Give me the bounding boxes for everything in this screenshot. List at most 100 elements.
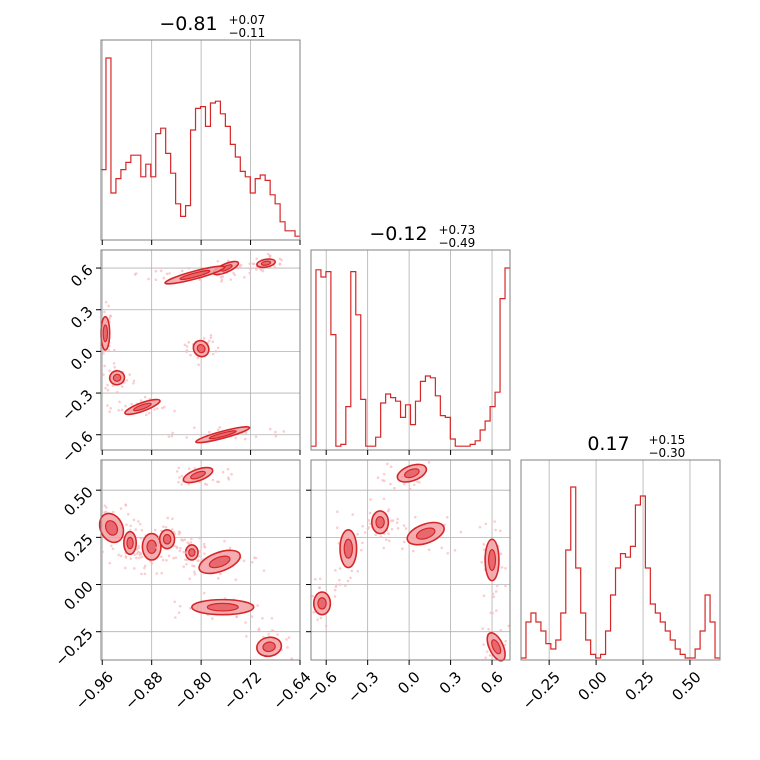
sample-point — [111, 547, 115, 551]
x-tick-label: −0.80 — [171, 668, 216, 713]
x-tick-label: −0.3 — [344, 668, 382, 706]
density-contour-core — [491, 639, 502, 655]
sample-point — [177, 532, 181, 536]
sample-point — [333, 595, 337, 598]
y-tick-label: 0.0 — [67, 344, 97, 374]
sample-point — [285, 638, 288, 641]
sample-point — [155, 407, 159, 410]
sample-point — [161, 406, 164, 410]
sample-point — [108, 369, 111, 373]
sample-point — [140, 555, 144, 559]
sample-point — [267, 632, 271, 636]
sample-point — [367, 519, 371, 522]
sample-point — [271, 629, 275, 632]
sample-point — [185, 345, 189, 348]
sample-point — [153, 408, 156, 411]
sample-point — [182, 565, 186, 568]
sample-point — [105, 506, 108, 509]
density-contour-core — [487, 549, 497, 571]
sample-point — [261, 269, 265, 273]
sample-point — [504, 566, 507, 570]
sample-point — [139, 537, 143, 540]
density-contour-core — [126, 536, 134, 550]
sample-point — [356, 569, 360, 573]
sample-point — [120, 408, 124, 412]
sample-point — [484, 522, 488, 526]
sample-point — [367, 526, 370, 529]
density-contour-core — [102, 324, 109, 343]
sample-point — [150, 562, 154, 565]
sample-point — [108, 410, 111, 414]
sample-point — [154, 269, 158, 273]
sample-point — [500, 566, 504, 569]
sample-point — [250, 615, 254, 618]
sample-point — [132, 518, 136, 522]
sample-point — [134, 528, 138, 531]
sample-point — [159, 269, 163, 273]
density-contour-core — [208, 430, 237, 440]
sample-point — [404, 527, 408, 530]
panel-1-0: −0.6 −0.3 0.0 0.3 0.6 — [58, 249, 301, 466]
sample-point — [153, 528, 157, 532]
sample-point — [178, 549, 182, 553]
sample-point — [208, 339, 211, 343]
sample-point — [226, 259, 230, 263]
sample-point — [162, 276, 166, 280]
sample-point — [175, 470, 179, 473]
sample-point — [211, 340, 215, 344]
sample-point — [102, 373, 105, 376]
sample-point — [257, 628, 261, 632]
sample-point — [220, 278, 224, 281]
sample-point — [209, 336, 213, 340]
sample-point — [389, 482, 392, 486]
sample-point — [495, 609, 498, 612]
sample-point — [180, 474, 184, 478]
sample-point — [128, 528, 132, 532]
sample-point — [234, 578, 238, 581]
sample-point — [217, 480, 221, 484]
sample-point — [374, 533, 377, 537]
sample-point — [155, 572, 159, 575]
sample-point — [101, 550, 105, 554]
y-tick-label: 0.3 — [67, 303, 97, 333]
sample-point — [249, 267, 252, 271]
sample-point — [210, 617, 214, 620]
sample-point — [133, 553, 136, 556]
sample-point — [216, 577, 220, 580]
sample-point — [413, 483, 416, 487]
sample-point — [111, 510, 115, 514]
sample-point — [268, 254, 272, 258]
sample-point — [248, 271, 251, 275]
sample-point — [338, 567, 342, 570]
sample-point — [139, 399, 143, 402]
panel-1-1: −0.12 +0.73−0.49 — [310, 223, 511, 455]
sample-point — [193, 467, 197, 470]
sample-point — [216, 428, 220, 432]
sample-point — [162, 525, 165, 528]
sample-point — [495, 584, 499, 588]
sample-point — [111, 384, 115, 387]
sample-point — [216, 346, 220, 350]
sample-point — [254, 435, 258, 439]
sample-point — [129, 524, 132, 528]
sample-point — [103, 504, 107, 507]
sample-point — [361, 541, 364, 545]
sample-point — [219, 572, 222, 576]
sample-point — [190, 537, 193, 541]
sample-point — [109, 407, 113, 410]
sample-point — [244, 621, 247, 624]
sample-point — [187, 482, 191, 486]
axis-frame — [100, 249, 301, 451]
sample-point — [104, 386, 107, 390]
sample-point — [409, 487, 412, 491]
density-contour-core — [343, 538, 354, 559]
sample-point — [507, 624, 511, 628]
x-tick-label: −0.6 — [302, 668, 340, 706]
sample-point — [504, 639, 507, 643]
sample-point — [124, 556, 128, 559]
density-contour-core — [190, 470, 206, 480]
sample-point — [124, 404, 127, 408]
axis-frame — [520, 459, 721, 661]
sample-point — [282, 430, 286, 433]
